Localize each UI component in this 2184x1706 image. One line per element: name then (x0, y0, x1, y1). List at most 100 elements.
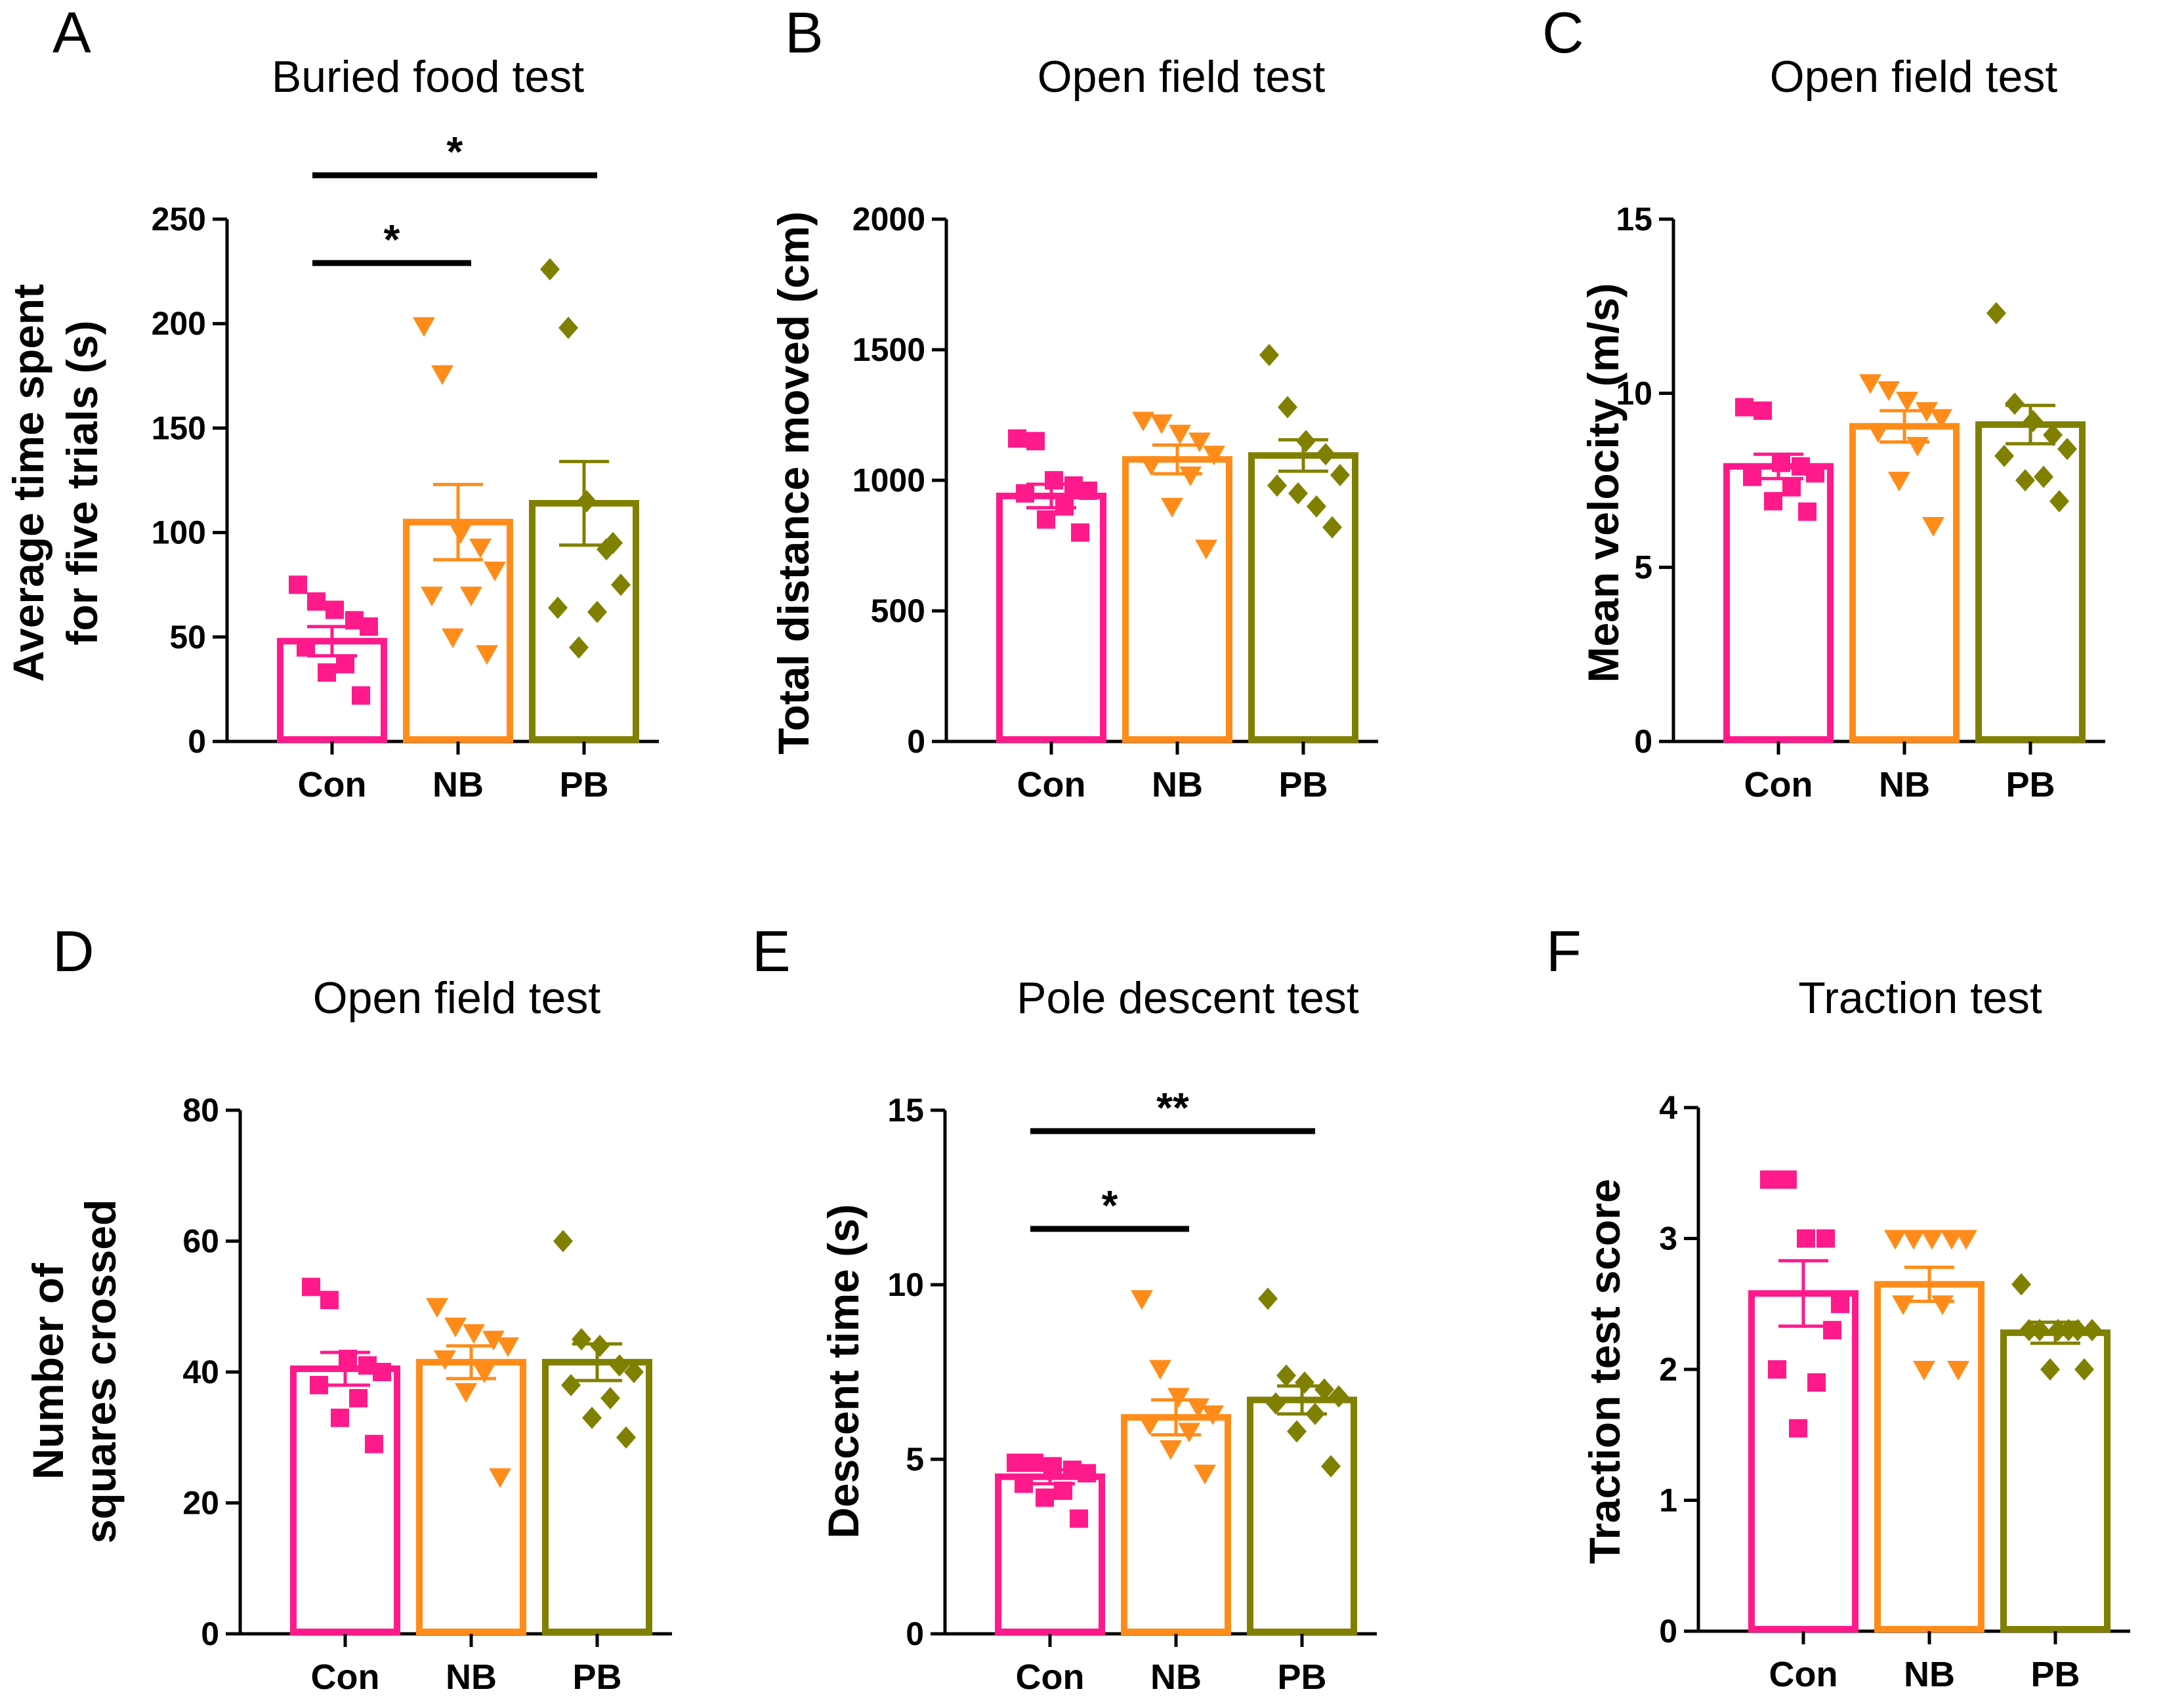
data-point-nb (434, 1350, 456, 1371)
data-point-pb (587, 600, 607, 623)
data-point-nb (1941, 1230, 1963, 1250)
y-tick-label: 10 (887, 1266, 924, 1303)
y-tick-label: 0 (201, 1615, 219, 1652)
data-point-nb (463, 1324, 485, 1344)
data-point-pb (1322, 516, 1342, 539)
data-point-con (336, 655, 354, 674)
data-point-con (1789, 1419, 1807, 1438)
y-tick-label: 200 (152, 305, 206, 342)
x-tick-label: NB (1150, 1657, 1202, 1697)
data-point-pb (603, 531, 623, 554)
x-tick-label: NB (1904, 1655, 1955, 1694)
data-point-nb (497, 1337, 519, 1358)
bar-nb (1874, 1281, 1984, 1633)
bar-con (290, 1365, 400, 1635)
y-tick-label: 5 (1634, 549, 1652, 586)
error-bar-pb (572, 1342, 622, 1383)
panel-letter: E (752, 919, 791, 984)
data-point-con (1782, 478, 1801, 497)
data-point-con (326, 600, 344, 619)
data-point-pb (2034, 465, 2053, 488)
error-bar-con (320, 1350, 370, 1387)
data-point-pb (600, 1386, 620, 1409)
panel-letter: A (52, 0, 91, 65)
data-point-pb (1321, 1455, 1341, 1478)
data-point-nb (473, 1363, 495, 1383)
data-point-nb (1194, 1465, 1216, 1485)
data-point-con (1043, 1457, 1062, 1476)
panel-c: C Open field test Mean velocity (m/s) 0 5 10 1… (1542, 0, 2105, 804)
data-point-pb (1330, 464, 1350, 487)
data-point-pb (540, 258, 560, 281)
y-axis-label: Average time spent (4, 284, 52, 682)
significance-star: ** (1156, 1084, 1189, 1131)
y-axis-label: Total distance moved (cm) (769, 211, 818, 755)
data-point-pb (1276, 1364, 1296, 1387)
data-point-nb (1203, 446, 1225, 466)
panel-letter: D (52, 919, 94, 984)
x-tick-label: Con (1016, 1657, 1085, 1697)
error-bar-pb (2030, 1320, 2080, 1345)
data-point-nb (1188, 432, 1211, 453)
bar-nb (416, 1359, 526, 1636)
error-bar-nb (446, 1344, 496, 1381)
y-tick-label: 250 (152, 201, 206, 238)
data-point-pb (1267, 474, 1287, 497)
y-tick-label: 15 (887, 1092, 924, 1129)
y-tick-label: 2000 (852, 201, 925, 238)
y-tick-label: 150 (152, 409, 206, 446)
data-point-con (1760, 1170, 1778, 1189)
data-point-nb (1202, 1405, 1224, 1425)
y-tick-label: 0 (1634, 723, 1652, 760)
panel-e: E Pole descent test Descent time (s) 0 5 10 15… (752, 919, 1377, 1697)
data-point-nb (1167, 1388, 1190, 1408)
y-tick-label: 0 (906, 1615, 924, 1652)
y-axis-label: squares crossed (76, 1199, 125, 1544)
data-point-nb (1888, 472, 1910, 491)
significance-star: * (447, 128, 463, 175)
y-tick-label: 0 (1659, 1613, 1677, 1650)
data-point-pb (1295, 1371, 1314, 1394)
data-point-con (1078, 1464, 1096, 1483)
data-point-nb (1884, 1230, 1906, 1250)
y-tick-label: 40 (182, 1354, 219, 1390)
error-bar-con (1026, 482, 1076, 510)
data-point-nb (1930, 409, 1952, 429)
data-point-nb (1867, 423, 1889, 443)
error-bar-nb (1880, 409, 1929, 444)
data-point-pb (548, 596, 568, 619)
data-point-pb (1316, 443, 1335, 466)
y-tick-label: 3 (1659, 1220, 1677, 1257)
data-point-pb (2048, 1319, 2068, 1342)
error-bar-pb (1277, 1384, 1327, 1416)
panel-title: Open field test (1038, 52, 1326, 102)
data-point-nb (1139, 1415, 1161, 1436)
data-point-nb (1195, 539, 1217, 560)
panel-letter: F (1546, 919, 1582, 984)
data-point-nb (1150, 414, 1173, 434)
data-point-con (1754, 401, 1772, 420)
data-point-con (1778, 1170, 1797, 1189)
data-point-nb (1913, 1361, 1935, 1381)
error-bar-con (1025, 1468, 1075, 1486)
x-tick-label: Con (311, 1657, 380, 1697)
data-point-nb (1179, 467, 1202, 487)
data-point-pb (2049, 489, 2069, 512)
data-point-con (297, 638, 315, 657)
data-point-pb (569, 636, 589, 659)
data-point-nb (1169, 425, 1191, 445)
data-point-pb (1307, 495, 1326, 518)
data-point-pb (553, 1230, 573, 1253)
data-point-con (1071, 523, 1089, 542)
y-tick-label: 1000 (852, 462, 925, 499)
data-point-nb (1132, 411, 1154, 432)
y-axis-label: Traction test score (1580, 1179, 1629, 1564)
data-point-con (360, 617, 378, 636)
data-point-pb (1329, 1385, 1349, 1408)
panel-title: Open field test (1770, 52, 2058, 102)
data-point-nb (1902, 1230, 1925, 1250)
data-point-con (1816, 1229, 1835, 1248)
data-point-nb (1955, 1230, 1977, 1250)
panel-f: F Traction test Traction test score 0 1 2 3 4 Co… (1546, 919, 2130, 1694)
